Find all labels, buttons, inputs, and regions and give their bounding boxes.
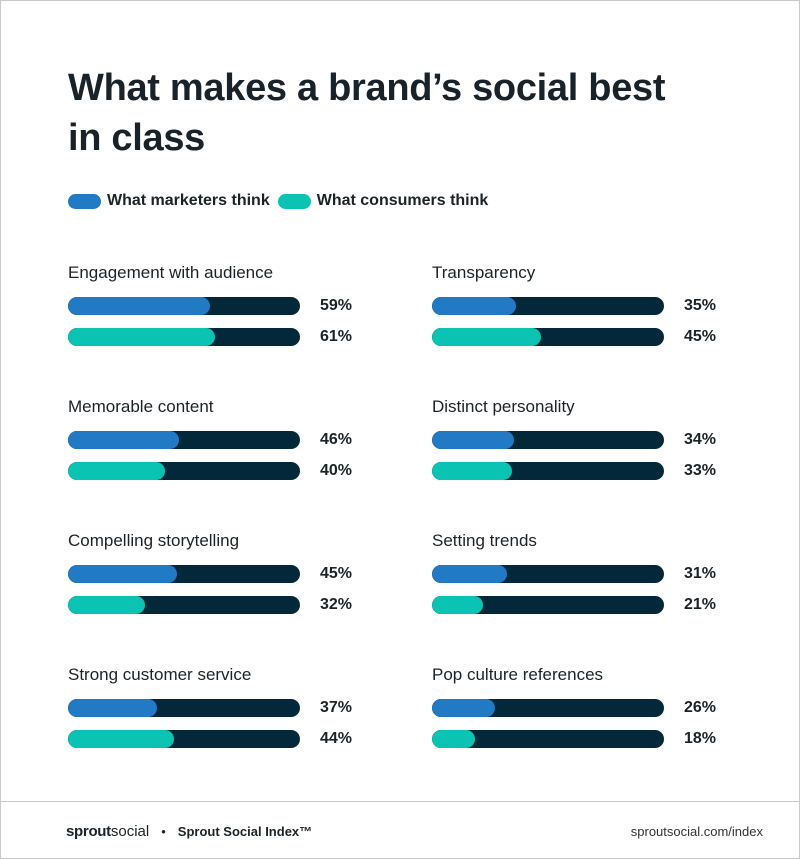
bar-track: [432, 328, 664, 346]
bar-marketers: [432, 297, 517, 315]
bar-consumers: [432, 730, 476, 748]
bar-row: 33%: [432, 462, 732, 480]
legend: What marketers think What consumers thin…: [68, 192, 496, 210]
value-label: 21%: [684, 596, 717, 613]
bar-marketers: [432, 431, 515, 449]
logo-text-light: social: [110, 823, 150, 840]
legend-label: What marketers think: [107, 192, 270, 209]
footer: sproutsocial • Sprout Social Index™: [66, 823, 312, 840]
bar-marketers: [68, 699, 158, 717]
bar-track: [432, 596, 664, 614]
bar-track: [68, 431, 300, 449]
category-label: Engagement with audience: [68, 263, 274, 282]
bar-consumers: [68, 462, 165, 480]
bar-group: Memorable content 46% 40%: [68, 397, 368, 480]
bar-marketers: [432, 699, 495, 717]
category-label: Memorable content: [68, 397, 214, 416]
footer-url[interactable]: sproutsocial.com/index: [630, 824, 763, 839]
bar-group: Engagement with audience 59% 61%: [68, 263, 368, 346]
bar-row: 18%: [432, 730, 732, 748]
value-label: 61%: [320, 328, 353, 345]
bar-row: 31%: [432, 565, 732, 583]
bar-track: [68, 565, 300, 583]
category-label: Strong customer service: [68, 665, 252, 684]
bar-consumers: [68, 730, 175, 748]
legend-swatch-marketers: [68, 193, 101, 209]
bar-row: 32%: [68, 596, 368, 614]
bar-marketers: [68, 565, 177, 583]
bar-consumers: [432, 596, 483, 614]
bar-group: Setting trends 31% 21%: [432, 531, 732, 614]
category-label: Setting trends: [432, 531, 537, 550]
value-label: 46%: [320, 431, 353, 448]
bar-consumers: [68, 596, 146, 614]
bar-row: 21%: [432, 596, 732, 614]
legend-item-marketers: What marketers think: [68, 192, 270, 210]
bar-track: [68, 297, 300, 315]
bar-track: [432, 297, 664, 315]
bar-row: 59%: [68, 297, 368, 315]
bar-consumers: [432, 462, 512, 480]
bar-row: 45%: [68, 565, 368, 583]
bar-group: Strong customer service 37% 44%: [68, 665, 368, 748]
bar-consumers: [68, 328, 216, 346]
bar-track: [68, 730, 300, 748]
value-label: 31%: [684, 565, 717, 582]
bar-row: 26%: [432, 699, 732, 717]
bar-group: Pop culture references 26% 18%: [432, 665, 732, 748]
bar-track: [68, 596, 300, 614]
bar-row: 46%: [68, 431, 368, 449]
value-label: 35%: [684, 297, 717, 314]
bar-marketers: [68, 297, 211, 315]
category-label: Compelling storytelling: [68, 531, 240, 550]
legend-item-consumers: What consumers think: [277, 192, 489, 210]
value-label: 26%: [684, 699, 717, 716]
separator: •: [161, 824, 166, 839]
bar-group: Compelling storytelling 45% 32%: [68, 531, 368, 614]
bar-row: 35%: [432, 297, 732, 315]
category-label: Distinct personality: [432, 397, 575, 416]
bar-group: Transparency 35% 45%: [432, 263, 732, 346]
bar-track: [432, 699, 664, 717]
sprout-social-logo: sproutsocial: [66, 823, 149, 840]
bar-track: [432, 565, 664, 583]
value-label: 45%: [320, 565, 353, 582]
bar-track: [68, 699, 300, 717]
legend-label: What consumers think: [316, 192, 489, 209]
value-label: 34%: [684, 431, 717, 448]
bar-track: [432, 431, 664, 449]
bar-row: 34%: [432, 431, 732, 449]
value-label: 59%: [320, 297, 353, 314]
bar-group: Distinct personality 34% 33%: [432, 397, 732, 480]
bar-row: 44%: [68, 730, 368, 748]
footer-divider: [1, 801, 799, 802]
bar-marketers: [432, 565, 507, 583]
bar-consumers: [432, 328, 541, 346]
value-label: 45%: [684, 328, 717, 345]
bar-marketers: [68, 431, 179, 449]
value-label: 18%: [684, 730, 717, 747]
bar-row: 45%: [432, 328, 732, 346]
bar-row: 40%: [68, 462, 368, 480]
value-label: 44%: [320, 730, 353, 747]
bar-track: [68, 462, 300, 480]
legend-swatch-consumers: [277, 193, 311, 209]
value-label: 33%: [684, 462, 717, 479]
bar-row: 37%: [68, 699, 368, 717]
bar-row: 61%: [68, 328, 368, 346]
bar-track: [68, 328, 300, 346]
category-label: Transparency: [432, 263, 536, 282]
bar-track: [432, 730, 664, 748]
value-label: 40%: [320, 462, 353, 479]
logo-text-bold: sprout: [66, 823, 111, 840]
bar-track: [432, 462, 664, 480]
category-label: Pop culture references: [432, 665, 604, 684]
index-name: Sprout Social Index™: [177, 824, 313, 839]
value-label: 32%: [320, 596, 353, 613]
value-label: 37%: [320, 699, 353, 716]
chart-title: What makes a brand’s social best in clas…: [68, 67, 666, 159]
